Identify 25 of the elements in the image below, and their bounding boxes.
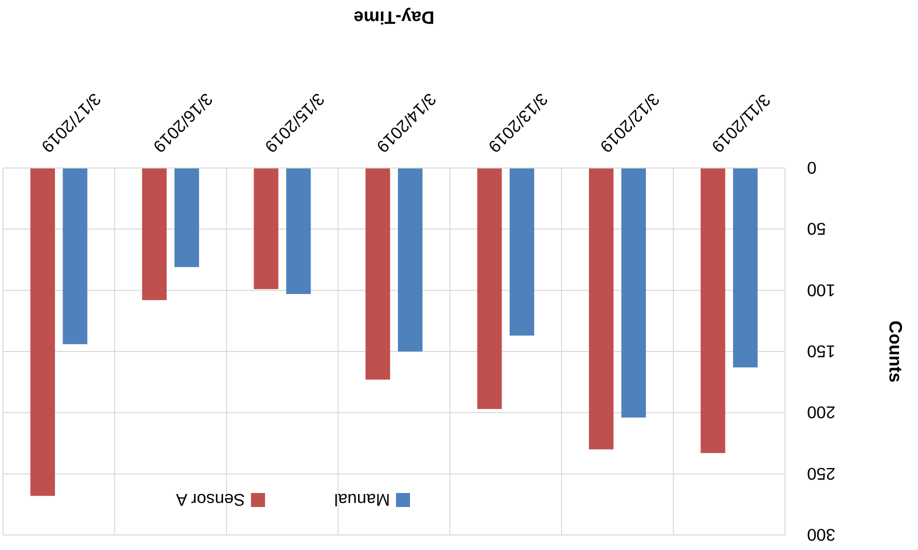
bar — [254, 168, 278, 290]
bar — [733, 168, 758, 368]
y-tick-label: 100 — [807, 280, 836, 300]
bar — [142, 168, 167, 300]
bar — [700, 168, 726, 454]
x-axis-title: Day-Time — [354, 8, 434, 28]
y-axis-title: Counts — [886, 320, 906, 382]
bar — [477, 168, 502, 409]
legend-label: Sensor A — [175, 490, 245, 510]
bar — [286, 168, 311, 294]
y-tick-label: 300 — [807, 525, 836, 544]
bar — [588, 168, 614, 450]
bar — [510, 168, 534, 336]
bar — [621, 168, 646, 418]
bar — [30, 168, 55, 496]
bar — [366, 168, 390, 380]
y-tick-label: 150 — [807, 342, 836, 361]
bar — [174, 168, 200, 268]
y-tick-label: 0 — [807, 158, 816, 178]
y-tick-label: 250 — [807, 464, 836, 483]
y-tick-label: 200 — [807, 402, 836, 422]
legend-label: Manual — [334, 490, 390, 510]
y-tick-label: 50 — [807, 219, 826, 238]
bar — [62, 168, 88, 344]
bar — [398, 168, 422, 352]
